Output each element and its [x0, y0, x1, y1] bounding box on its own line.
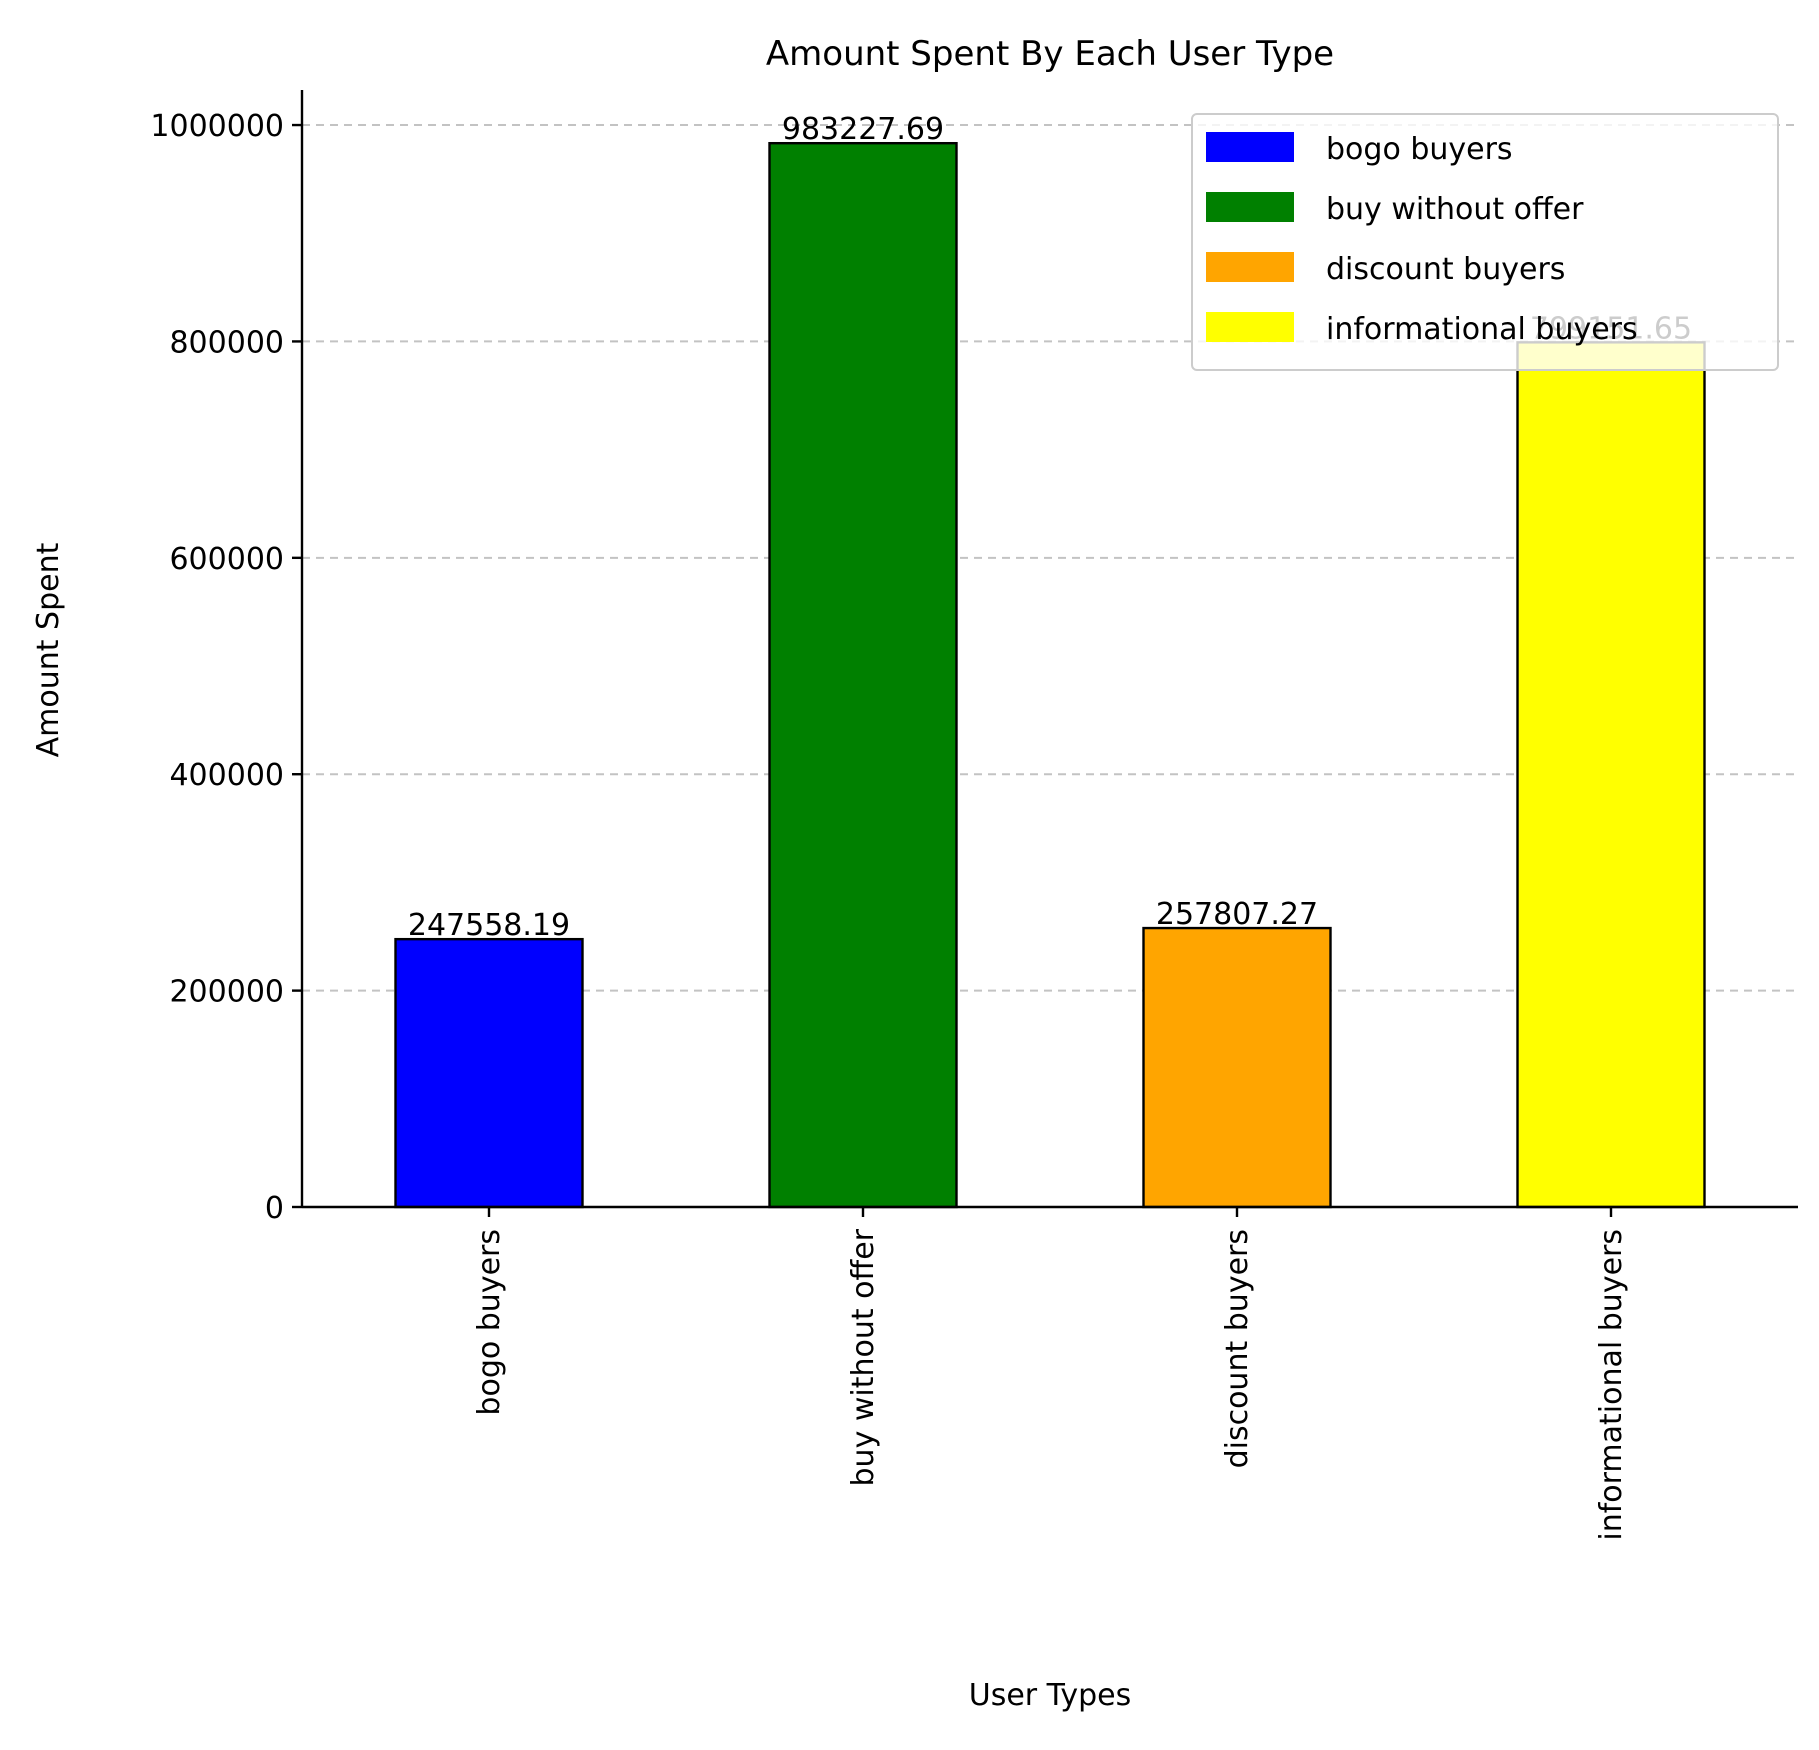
y-tick-label: 400000 — [169, 758, 284, 793]
bar-discount-buyers — [1142, 926, 1332, 1209]
y-tick-labels: 0 200000 400000 600000 800000 1000000 — [150, 109, 284, 1226]
y-tick-label: 600000 — [169, 542, 284, 577]
legend-swatch — [1206, 192, 1294, 222]
bar-value-label: 983227.69 — [782, 112, 944, 147]
legend-entry-label: buy without offer — [1326, 192, 1584, 227]
legend-entry-label: bogo buyers — [1326, 132, 1513, 167]
bar-value-label: 257807.27 — [1156, 897, 1318, 932]
y-axis-label: Amount Spent — [31, 542, 66, 757]
y-tick-label: 0 — [265, 1191, 284, 1226]
x-tick-labels: bogo buyers buy without offer discount buy… — [472, 1228, 1629, 1540]
y-tick-label: 1000000 — [150, 109, 284, 144]
legend-entry-label: discount buyers — [1326, 252, 1565, 287]
y-tick-label: 800000 — [169, 325, 284, 360]
legend-swatch — [1206, 132, 1294, 162]
bar-bogo-buyers — [394, 937, 584, 1209]
x-tick-label: informational buyers — [1594, 1229, 1629, 1541]
bar-informational-buyers — [1516, 341, 1706, 1209]
legend-box — [1191, 113, 1779, 371]
axes — [292, 90, 1798, 1217]
legend-swatch — [1206, 252, 1294, 282]
x-axis-label: User Types — [969, 1678, 1131, 1713]
y-tick-label: 200000 — [169, 975, 284, 1010]
legend-entry-label: informational buyers — [1326, 312, 1638, 347]
x-tick-label: bogo buyers — [472, 1229, 507, 1416]
x-tick-label: buy without offer — [846, 1228, 881, 1486]
legend: bogo buyers buy without offer discount buy… — [1191, 113, 1779, 371]
bars — [394, 141, 1706, 1209]
chart-title: Amount Spent By Each User Type — [766, 34, 1334, 74]
x-tick-label: discount buyers — [1220, 1229, 1255, 1468]
bar-value-label: 247558.19 — [408, 908, 570, 943]
bar-buy-without-offer — [768, 141, 958, 1209]
legend-swatch — [1206, 312, 1294, 342]
